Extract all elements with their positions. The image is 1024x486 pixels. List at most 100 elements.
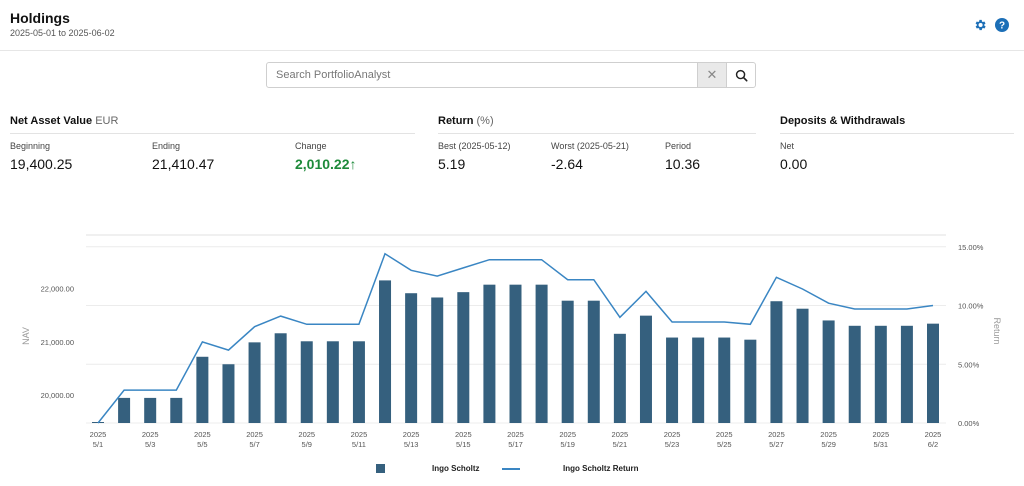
net-label: Net	[780, 141, 795, 151]
y-axis-title: NAV	[21, 327, 31, 345]
x-tick-year: 2025	[455, 430, 472, 439]
nav-bar	[144, 397, 157, 423]
nav-bar	[639, 315, 652, 423]
nav-bar	[796, 308, 809, 423]
y-tick-label: 21,000.00	[41, 338, 74, 347]
y-axis-ticks: 22,000.00 21,000.00 20,000.00	[41, 284, 74, 400]
nav-bar	[900, 325, 913, 423]
return-line	[97, 252, 934, 424]
x-tick-date: 5/25	[717, 440, 732, 449]
legend-label-return[interactable]: Ingo Scholtz Return	[563, 464, 639, 473]
nav-bar	[170, 397, 183, 423]
x-tick-date: 5/7	[249, 440, 259, 449]
header-bar: Holdings 2025-05-01 to 2025-06-02 ?	[0, 0, 1024, 51]
nav-bar	[874, 325, 887, 423]
x-tick-date: 5/17	[508, 440, 523, 449]
y-tick-label: 22,000.00	[41, 284, 74, 293]
arrow-up-icon: ↑	[349, 156, 357, 172]
x-tick-year: 2025	[403, 430, 420, 439]
x-tick-year: 2025	[351, 430, 368, 439]
worst-value: -2.64	[551, 156, 583, 172]
nav-bar	[692, 337, 705, 423]
return-title: Return	[438, 115, 474, 127]
x-tick-date: 5/29	[821, 440, 836, 449]
x-tick-date: 5/5	[197, 440, 207, 449]
return-unit: (%)	[476, 115, 494, 127]
best-value: 5.19	[438, 156, 466, 172]
gear-icon[interactable]	[973, 18, 987, 32]
nav-return-chart: 22,000.00 21,000.00 20,000.00 15.00% 10.00%…	[21, 234, 1002, 449]
x-tick-date: 5/15	[456, 440, 471, 449]
search-input[interactable]	[267, 63, 713, 87]
nav-bar	[535, 284, 548, 423]
change-label: Change	[295, 141, 327, 151]
nav-bar	[326, 341, 339, 423]
nav-bar	[222, 364, 235, 423]
x-tick-year: 2025	[142, 430, 159, 439]
x-tick-year: 2025	[298, 430, 315, 439]
search-box: ✕	[266, 62, 756, 88]
x-tick-year: 2025	[559, 430, 576, 439]
nav-bar	[405, 293, 418, 423]
x-tick-date: 5/21	[613, 440, 628, 449]
deposits-divider	[780, 133, 1014, 134]
search-button[interactable]	[726, 63, 756, 87]
nav-bar	[431, 297, 444, 423]
x-tick-date: 5/19	[560, 440, 575, 449]
nav-divider	[10, 133, 415, 134]
x-tick-year: 2025	[507, 430, 524, 439]
legend-bar-swatch[interactable]	[376, 464, 385, 473]
x-tick-date: 5/1	[93, 440, 103, 449]
svg-text:?: ?	[999, 21, 1005, 32]
y2-tick-label: 0.00%	[958, 419, 980, 428]
x-tick-year: 2025	[664, 430, 681, 439]
x-tick-date: 5/23	[665, 440, 680, 449]
y2-tick-label: 15.00%	[958, 243, 984, 252]
nav-bar	[744, 339, 757, 423]
period-value: 10.36	[665, 156, 701, 172]
nav-bar	[483, 284, 496, 423]
worst-label: Worst (2025-05-21)	[551, 141, 629, 151]
x-tick-year: 2025	[820, 430, 837, 439]
nav-bar	[718, 337, 731, 423]
return-section-title: Return (%)	[438, 115, 494, 127]
nav-currency: EUR	[95, 115, 119, 127]
x-tick-date: 6/2	[928, 440, 938, 449]
help-icon[interactable]: ?	[995, 18, 1009, 32]
nav-bar	[770, 301, 783, 423]
nav-bar	[300, 341, 313, 423]
nav-bar	[274, 333, 287, 423]
legend-label-nav[interactable]: Ingo Scholtz	[432, 464, 480, 473]
nav-bar	[457, 292, 470, 423]
deposits-title: Deposits & Withdrawals	[780, 115, 906, 127]
nav-bar	[927, 323, 939, 423]
nav-bar	[587, 300, 600, 423]
change-value-group: 2,010.22↑	[295, 156, 357, 172]
x-tick-year: 2025	[872, 430, 889, 439]
nav-bar	[848, 325, 861, 423]
clear-search-button[interactable]: ✕	[697, 63, 726, 87]
nav-bar	[196, 356, 209, 423]
ending-value: 21,410.47	[152, 156, 215, 172]
page-title: Holdings	[10, 10, 70, 26]
change-value: 2,010.22	[295, 156, 350, 172]
x-axis-ticks: 20255/120255/320255/520255/720255/920255…	[90, 430, 942, 449]
x-tick-year: 2025	[90, 430, 107, 439]
nav-bars	[92, 280, 939, 423]
return-divider	[438, 133, 756, 134]
nav-title: Net Asset Value	[10, 115, 93, 127]
net-value: 0.00	[780, 156, 808, 172]
nav-bar	[118, 397, 131, 423]
beginning-value: 19,400.25	[10, 156, 73, 172]
legend-line-swatch[interactable]	[502, 468, 520, 470]
x-tick-date: 5/9	[302, 440, 312, 449]
nav-bar	[248, 342, 261, 423]
nav-bar	[509, 284, 522, 423]
ending-label: Ending	[152, 141, 181, 151]
period-label: Period	[665, 141, 692, 151]
nav-bar	[352, 341, 365, 423]
x-tick-date: 5/11	[352, 440, 366, 449]
x-tick-year: 2025	[612, 430, 629, 439]
nav-bar	[379, 280, 392, 423]
beginning-label: Beginning	[10, 141, 51, 151]
